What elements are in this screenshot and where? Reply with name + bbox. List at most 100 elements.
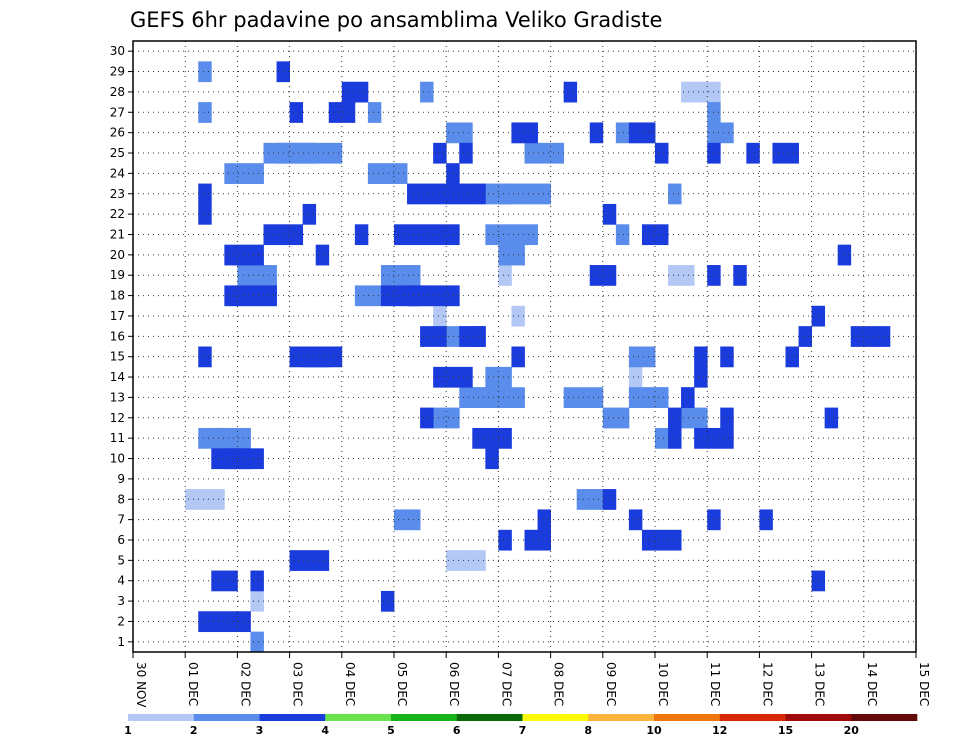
heatmap-cell: [641, 387, 669, 408]
heatmap-cell: [224, 163, 264, 184]
colorbar-swatch: [654, 714, 721, 721]
x-axis: 30 NOV 01 DEC 02 DEC 03 DEC 04 DEC 05 DEC 06 D…: [132, 652, 931, 708]
heatmap-cell: [668, 183, 682, 205]
heatmap-cell: [798, 326, 812, 347]
heatmap-cell: [602, 407, 630, 429]
heatmap-cell: [354, 224, 369, 246]
y-tick-label: 2: [117, 614, 125, 628]
heatmap-cell: [472, 427, 512, 449]
heatmap-cell: [224, 244, 264, 266]
plot-frame: [132, 40, 917, 653]
heatmap-cell: [720, 346, 734, 368]
heatmap-cell: [576, 489, 604, 510]
colorbar-swatch: [719, 714, 786, 721]
heatmap-cell: [589, 122, 604, 144]
y-tick-label: 24: [110, 166, 125, 180]
heatmap-cell: [772, 142, 799, 164]
heatmap-cell: [498, 529, 512, 551]
heatmap-cell: [433, 305, 447, 327]
heatmap-cell: [733, 265, 747, 286]
colorbar-label: 5: [387, 724, 395, 737]
heatmap-cell: [720, 427, 734, 449]
heatmap-cell: [785, 346, 799, 368]
colorbar-swatch: [522, 714, 589, 721]
heatmap-cell: [472, 183, 486, 205]
x-tick-label: 11 DEC: [708, 662, 722, 706]
heatmap-cell: [198, 611, 212, 633]
y-tick-label: 12: [110, 411, 125, 425]
y-tick-label: 19: [110, 268, 125, 282]
heatmap-cell: [707, 122, 734, 144]
heatmap-cell: [694, 81, 708, 103]
heatmap-cell: [289, 550, 330, 571]
colorbar-label: 1: [124, 724, 132, 737]
y-tick-label: 8: [117, 492, 125, 506]
heatmap-cell: [498, 265, 512, 286]
heatmap-cell: [302, 346, 343, 368]
heatmap-cell: [524, 529, 551, 551]
heatmap-cell: [694, 427, 721, 449]
heatmap-cell: [472, 387, 499, 408]
chart-title: GEFS 6hr padavine po ansamblima Veliko G…: [130, 8, 662, 32]
x-tick-label: 10 DEC: [656, 662, 670, 706]
x-tick-label: 06 DEC: [447, 662, 461, 706]
heatmap-cell: [211, 427, 251, 449]
heatmap-cell: [446, 122, 473, 144]
heatmap-cell: [185, 489, 225, 510]
heatmap-cell: [615, 224, 630, 246]
heatmap-cell: [367, 102, 382, 123]
heatmap-cell: [720, 407, 734, 429]
y-tick-label: 26: [110, 126, 125, 140]
heatmap-cell: [485, 224, 538, 246]
y-tick-label: 5: [117, 553, 125, 567]
heatmap-cell: [315, 244, 330, 266]
heatmap-cell: [602, 203, 617, 225]
heatmap-cell: [250, 570, 264, 592]
heatmap-cell: [694, 346, 708, 368]
x-tick-label: 15 DEC: [917, 662, 931, 706]
heatmap-cell: [446, 163, 460, 184]
heatmap-cell: [198, 61, 212, 83]
colorbar-swatch: [193, 714, 260, 721]
heatmap-cell: [446, 550, 486, 571]
y-tick-label: 6: [117, 533, 125, 547]
y-tick-label: 23: [110, 187, 125, 201]
heatmap-cell: [498, 244, 525, 266]
y-tick-label: 11: [110, 431, 125, 445]
y-axis: 1234567891011121314151617181920212223242…: [110, 44, 133, 649]
y-tick-label: 15: [110, 350, 125, 364]
colorbar: 1 2 3 4 5 6 7 8 10 12 15 20: [124, 714, 918, 737]
grid-lines: [133, 41, 916, 652]
x-tick-label: 14 DEC: [865, 662, 879, 706]
heatmap-cell: [668, 407, 682, 429]
heatmap-cell: [837, 244, 852, 266]
heatmap-cell: [681, 407, 708, 429]
heatmap-cell: [341, 81, 369, 103]
heatmap-cell: [315, 142, 330, 164]
heatmap-cell: [237, 265, 277, 286]
heatmap-cell: [628, 122, 656, 144]
heatmap-cell: [655, 142, 669, 164]
y-tick-label: 13: [110, 390, 125, 404]
colorbar-swatch: [851, 714, 918, 721]
colorbar-swatch: [128, 714, 195, 721]
colorbar-label: 20: [844, 724, 860, 737]
heatmap-cell: [211, 570, 238, 592]
heatmap-cell: [433, 366, 473, 388]
y-tick-label: 9: [117, 472, 125, 486]
y-tick-label: 21: [110, 227, 125, 241]
colorbar-swatch: [259, 714, 326, 721]
colorbar-swatch: [456, 714, 523, 721]
heatmap-cell: [380, 265, 421, 286]
heatmap-cell: [824, 407, 839, 429]
colorbar-swatch: [325, 714, 392, 721]
x-tick-label: 08 DEC: [552, 662, 566, 706]
heatmap-cell: [655, 427, 669, 449]
heatmap-cell: [681, 81, 695, 103]
x-tick-label: 01 DEC: [186, 662, 200, 706]
heatmap-cell: [380, 590, 395, 612]
heatmap-cell: [328, 102, 356, 123]
heatmap-cell: [394, 509, 421, 531]
colorbar-swatch: [785, 714, 852, 721]
heatmap-cell: [198, 102, 212, 123]
